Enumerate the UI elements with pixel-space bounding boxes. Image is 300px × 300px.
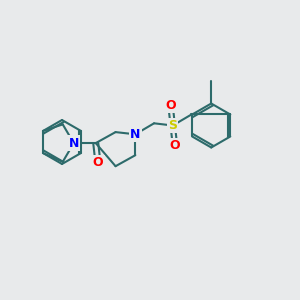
Text: N: N (69, 136, 79, 150)
Text: N: N (130, 128, 140, 141)
Text: O: O (169, 139, 180, 152)
Text: O: O (93, 156, 103, 170)
Text: S: S (168, 119, 177, 132)
Text: O: O (165, 99, 176, 112)
